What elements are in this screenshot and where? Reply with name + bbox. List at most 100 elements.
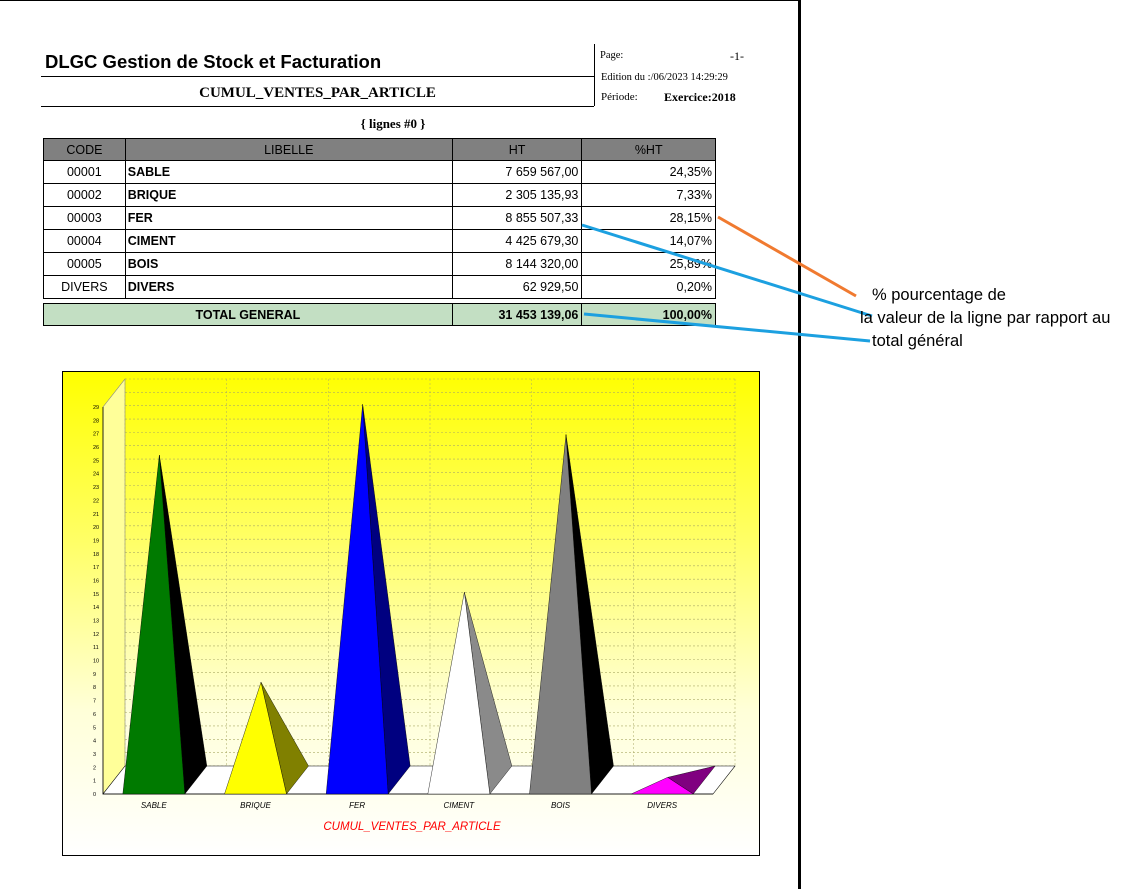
- header-divider-bottom: [41, 106, 594, 107]
- cell-ht: 8 144 320,00: [453, 253, 583, 275]
- table-row: 00001 SABLE 7 659 567,00 24,35%: [43, 161, 716, 184]
- y-tick-label: 26: [93, 445, 99, 451]
- y-tick-label: 14: [93, 605, 99, 611]
- x-tick-label: CIMENT: [443, 801, 475, 810]
- header-divider-vertical: [594, 44, 595, 106]
- y-tick-label: 2: [93, 765, 96, 771]
- column-header-ht: HT: [453, 139, 583, 160]
- header-divider-top: [41, 76, 594, 77]
- bar-brique: [224, 681, 287, 795]
- orange-pointer-line: [717, 215, 857, 298]
- y-tick-label: 10: [93, 659, 99, 665]
- bar-sable: [122, 455, 186, 795]
- y-tick-label: 3: [93, 752, 96, 758]
- page-label: Page:: [600, 50, 624, 61]
- table-total-row: TOTAL GENERAL 31 453 139,06 100,00%: [43, 303, 716, 326]
- cell-libelle: DIVERS: [126, 276, 453, 298]
- table-row: 00004 CIMENT 4 425 679,30 14,07%: [43, 230, 716, 253]
- total-pct: 100,00%: [662, 307, 712, 322]
- y-tick-label: 27: [93, 432, 99, 438]
- bar-divers: [631, 777, 694, 795]
- bar-bois: [529, 434, 592, 795]
- y-tick-label: 7: [93, 699, 96, 705]
- table-row: 00005 BOIS 8 144 320,00 25,89%: [43, 253, 716, 276]
- table-header-row: CODE LIBELLE HT %HT: [43, 138, 716, 161]
- annotation-line-2: la valeur de la ligne par rapport au: [860, 309, 1111, 327]
- cell-libelle: CIMENT: [126, 230, 453, 252]
- cell-ht: 2 305 135,93: [453, 184, 583, 206]
- y-tick-label: 25: [93, 458, 99, 464]
- y-tick-label: 6: [93, 712, 96, 718]
- total-label: TOTAL GENERAL: [44, 304, 453, 325]
- cell-pct: 0,20%: [676, 280, 712, 294]
- cell-pct: 25,89%: [669, 257, 712, 271]
- x-tick-label: BRIQUE: [240, 801, 271, 810]
- cell-pct: 14,07%: [669, 234, 712, 248]
- y-tick-label: 21: [93, 512, 99, 518]
- y-tick-label: 12: [93, 632, 99, 638]
- y-tick-label: 0: [93, 792, 96, 798]
- company-name: DLGC Gestion de Stock et Facturation: [45, 51, 382, 72]
- y-tick-label: 22: [93, 498, 99, 504]
- y-tick-label: 23: [93, 485, 99, 491]
- annotation-line-3: total général: [872, 332, 963, 350]
- total-ht: 31 453 139,06: [453, 304, 583, 325]
- bar-fer: [325, 404, 389, 795]
- cell-pct: 24,35%: [669, 165, 712, 179]
- y-tick-label: 29: [93, 405, 99, 411]
- cell-code: 00005: [44, 253, 126, 275]
- cell-code: 00002: [44, 184, 126, 206]
- x-tick-label: BOIS: [551, 801, 571, 810]
- column-header-pct: %HT: [634, 142, 663, 157]
- y-tick-label: 17: [93, 565, 99, 571]
- cell-libelle: BRIQUE: [126, 184, 453, 206]
- y-tick-label: 9: [93, 672, 96, 678]
- edition-date: Edition du :/06/2023 14:29:29: [601, 72, 728, 83]
- table-row: DIVERS DIVERS 62 929,50 0,20%: [43, 276, 716, 299]
- page-number: -1-: [730, 49, 744, 63]
- annotation-line-1: % pourcentage de: [872, 286, 1006, 304]
- sales-chart: 0 1 2 3 4 5 6 7 8 9 10 11 12 13 14 15 16 17 18 19 20 21 22 23 24…: [62, 371, 760, 856]
- cell-libelle: FER: [126, 207, 453, 229]
- y-tick-label: 4: [93, 739, 96, 745]
- column-header-libelle: LIBELLE: [126, 139, 453, 160]
- blue-pointer-line-total: [583, 312, 871, 343]
- x-tick-label: FER: [349, 801, 365, 810]
- cell-code: 00003: [44, 207, 126, 229]
- left-wall: [102, 378, 126, 795]
- periode-label: Période:: [601, 91, 638, 103]
- bar-ciment: [427, 592, 491, 795]
- column-header-code: CODE: [44, 139, 126, 160]
- page-top-border: [0, 0, 800, 1]
- cell-libelle: BOIS: [126, 253, 453, 275]
- cell-code: DIVERS: [44, 276, 126, 298]
- y-tick-label: 16: [93, 578, 99, 584]
- cell-pct: 7,33%: [676, 188, 712, 202]
- cell-ht: 4 425 679,30: [453, 230, 583, 252]
- chart-title: CUMUL_VENTES_PAR_ARTICLE: [323, 821, 501, 833]
- y-tick-label: 11: [93, 645, 99, 651]
- cell-libelle: SABLE: [126, 161, 453, 183]
- y-tick-label: 18: [93, 552, 99, 558]
- y-tick-label: 28: [93, 418, 99, 424]
- cell-code: 00001: [44, 161, 126, 183]
- table-row: 00003 FER 8 855 507,33 28,15%: [43, 207, 716, 230]
- cell-ht: 62 929,50: [453, 276, 583, 298]
- y-tick-label: 15: [93, 592, 99, 598]
- y-tick-label: 19: [93, 538, 99, 544]
- x-tick-label: DIVERS: [647, 801, 677, 810]
- y-tick-label: 24: [93, 472, 99, 478]
- cell-code: 00004: [44, 230, 126, 252]
- y-tick-label: 1: [93, 779, 96, 785]
- y-tick-label: 20: [93, 525, 99, 531]
- cell-ht: 8 855 507,33: [453, 207, 583, 229]
- cell-pct: 28,15%: [669, 211, 712, 225]
- lines-label: { lignes #0 }: [360, 116, 426, 131]
- y-tick-label: 8: [93, 685, 96, 691]
- cell-ht: 7 659 567,00: [453, 161, 583, 183]
- y-tick-label: 13: [93, 619, 99, 625]
- report-title: CUMUL_VENTES_PAR_ARTICLE: [199, 85, 436, 101]
- periode-value: Exercice:2018: [664, 90, 736, 104]
- y-tick-label: 5: [93, 725, 96, 731]
